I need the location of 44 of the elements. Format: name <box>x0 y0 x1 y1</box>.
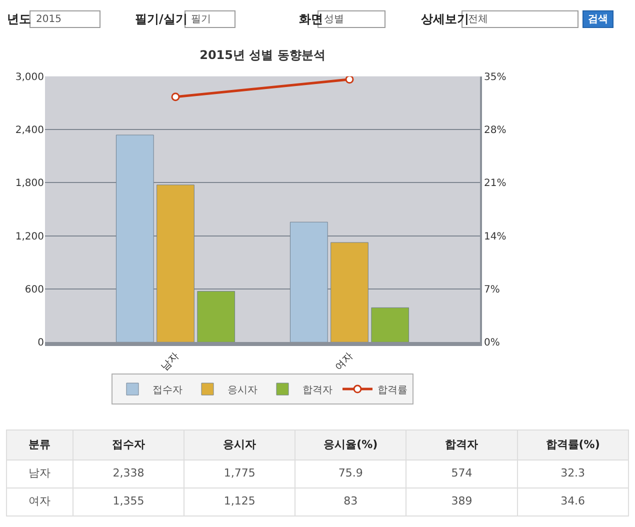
data-label: 389 <box>451 494 472 508</box>
y-tick-label: 1,200 <box>15 231 44 242</box>
text: 응시자 <box>223 438 256 452</box>
y-tick-label: 2,400 <box>15 125 44 136</box>
legend-label: 합격자 <box>302 384 332 396</box>
y2-tick-label: 7% <box>484 284 500 296</box>
text: 필기 <box>191 14 211 25</box>
y-tick-label: 600 <box>24 284 44 296</box>
legend-label: 합격률 <box>378 384 408 396</box>
series-label: 합격률(%) <box>546 438 600 452</box>
data-label: 574 <box>451 466 472 480</box>
y2-tick-label: 14% <box>484 231 506 242</box>
data-label: 2,338 <box>112 466 144 480</box>
text: 검색 <box>588 14 608 25</box>
text: 2015 <box>36 14 62 25</box>
text: 화면 <box>299 12 323 26</box>
y-tick-label: 1,800 <box>15 178 44 190</box>
category-label: 남자 <box>28 466 51 480</box>
text: 상세보기 <box>420 12 469 26</box>
data-label: 1,125 <box>224 494 256 508</box>
chart-title: 2015년 성별 동향분석 <box>200 48 326 62</box>
text: 분류 <box>28 438 51 452</box>
text: 년도 <box>7 12 31 26</box>
y-tick-label: 0 <box>38 338 44 349</box>
text: 필기/실기 <box>135 12 188 26</box>
data-label: 83 <box>344 494 358 508</box>
data-label: 1,355 <box>112 494 144 508</box>
text: 성별 <box>324 14 344 25</box>
text: 전체 <box>468 14 488 25</box>
data-label: 32.3 <box>560 466 586 480</box>
data-label: 1,775 <box>224 466 256 480</box>
y-tick-label: 3,000 <box>15 72 44 83</box>
data-label: 75.9 <box>338 466 363 480</box>
text: 접수자 <box>112 438 146 452</box>
legend-label: 응시자 <box>228 384 258 396</box>
category-label: 여자 <box>28 494 51 508</box>
text: 응시율(%) <box>324 438 378 452</box>
y2-tick-label: 0% <box>484 338 500 349</box>
data-label: 34.6 <box>560 494 586 508</box>
y2-tick-label: 35% <box>484 72 506 83</box>
text: 합격자 <box>445 438 478 452</box>
legend-label: 접수자 <box>152 384 182 396</box>
y2-tick-label: 28% <box>484 125 506 136</box>
y2-tick-label: 21% <box>484 178 506 190</box>
